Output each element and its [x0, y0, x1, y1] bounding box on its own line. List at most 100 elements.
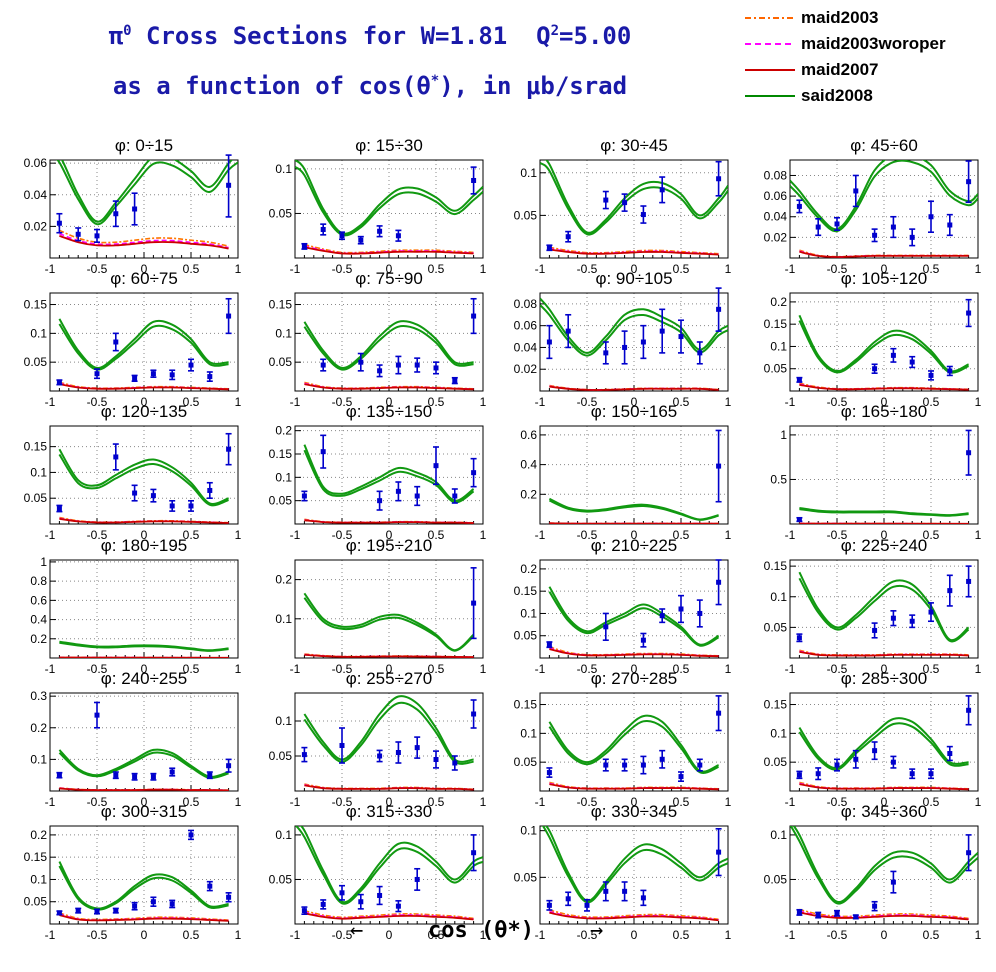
x-tick-label: 0 — [386, 262, 393, 276]
data-point — [395, 362, 401, 368]
panel-plot: -1 -0.5 0 0.5 1 0.05 0.1 0.15 0.2 — [269, 424, 487, 542]
x-tick-label: -0.5 — [87, 528, 108, 542]
y-tick-label: 0.1 — [275, 714, 292, 728]
y-tick-label: 0.15 — [24, 850, 48, 864]
series-group — [548, 714, 719, 791]
said2008-curve — [300, 826, 483, 904]
y-tick-label: 0.06 — [24, 156, 48, 170]
x-tick-label: -1 — [785, 928, 796, 942]
y-tick-label: 0.02 — [24, 219, 48, 233]
data-point — [947, 368, 953, 374]
x-tick-label: -0.5 — [332, 662, 353, 676]
data-point — [928, 771, 934, 777]
x-tick-label: 1 — [975, 928, 982, 942]
data-point — [301, 908, 307, 914]
maid2007-curve — [549, 911, 719, 922]
data-point — [226, 763, 232, 769]
x-tick-label: -0.5 — [332, 395, 353, 409]
data-point — [716, 579, 722, 585]
data-point — [414, 745, 420, 751]
x-tick-label: 1 — [725, 662, 732, 676]
data-point — [377, 498, 383, 504]
data-point — [207, 883, 213, 889]
data-point — [226, 446, 232, 452]
said2008-curve — [548, 497, 719, 521]
x-tick-label: 0 — [386, 795, 393, 809]
x-tick-label: -1 — [785, 662, 796, 676]
y-tick-label: 0.2 — [30, 828, 47, 842]
data-point — [395, 903, 401, 909]
panel-plot: -1 -0.5 0 0.5 1 0.05 0.1 — [764, 825, 982, 942]
series-group — [798, 717, 969, 791]
x-tick-label: 1 — [480, 528, 487, 542]
data-point — [716, 710, 722, 716]
panel-title: φ: 255÷270 — [345, 669, 433, 688]
series-group — [303, 444, 475, 524]
x-tick-label: 0 — [881, 528, 888, 542]
data-point — [853, 188, 859, 194]
data-point — [853, 914, 859, 920]
data-point — [377, 368, 383, 374]
y-tick-label: 0.05 — [764, 755, 788, 769]
panel-plot: -1 -0.5 0 0.5 1 0.1 0.2 — [275, 559, 487, 676]
maid2007-curve — [549, 783, 719, 791]
data-point — [603, 197, 609, 203]
grid — [790, 160, 978, 258]
said2008-curve-2 — [295, 166, 483, 237]
x-tick-label: 0.5 — [673, 395, 690, 409]
said2008-curve-2 — [540, 162, 728, 236]
y-tick-label: 0.05 — [269, 206, 293, 220]
maid2003-curve — [59, 229, 229, 247]
y-tick-label: 0.2 — [275, 424, 292, 438]
data-point — [603, 762, 609, 768]
legend-label-maid2007: maid2007 — [801, 60, 879, 79]
panel-plot: -1 -0.5 0 0.5 1 0.05 0.1 0.15 0.2 — [24, 825, 242, 942]
x-tick-label: -1 — [535, 395, 546, 409]
panel-title: φ: 135÷150 — [345, 402, 433, 421]
x-tick-label: -1 — [290, 528, 301, 542]
panel-8: φ: 120÷135 -1 -0.5 0 0.5 1 0.05 0.1 0.15 — [2, 402, 248, 544]
maid2007-curve — [799, 383, 969, 391]
grid — [50, 826, 238, 924]
x-tick-label: 0.5 — [673, 928, 690, 942]
data-point — [113, 772, 119, 778]
legend-item-maid2003woroper: maid2003woroper — [745, 32, 995, 58]
maid2003-curve — [799, 908, 969, 920]
y-tick-label: 0.05 — [269, 355, 293, 369]
y-tick-label: 0.15 — [514, 698, 538, 712]
data-point — [947, 222, 953, 228]
panel-2: φ: 30÷45 -1 -0.5 0 0.5 1 0.05 0.1 — [492, 136, 738, 278]
x-tick-label: 0.5 — [183, 662, 200, 676]
panel-title: φ: 120÷135 — [100, 402, 188, 421]
data-point — [815, 912, 821, 918]
data-point — [872, 232, 878, 238]
panel-5: φ: 75÷90 -1 -0.5 0 0.5 1 0.05 0.1 0.15 — [247, 269, 493, 411]
x-tick-label: 1 — [975, 395, 982, 409]
data-point — [697, 610, 703, 616]
y-tick-label: 0.06 — [764, 189, 788, 203]
grid — [295, 293, 483, 391]
series-group — [295, 826, 483, 921]
panel-title: φ: 75÷90 — [355, 269, 423, 288]
x-tick-label: -1 — [290, 262, 301, 276]
x-tick-label: 0.5 — [428, 395, 445, 409]
y-tick-label: 0.06 — [514, 319, 538, 333]
data-point — [452, 760, 458, 766]
data-point — [815, 224, 821, 230]
x-tick-label: 0.5 — [183, 395, 200, 409]
y-tick-label: 0.15 — [764, 698, 788, 712]
data-point — [56, 772, 62, 778]
data-point — [872, 627, 878, 633]
x-tick-label: -0.5 — [87, 795, 108, 809]
x-tick-label: 0.5 — [923, 395, 940, 409]
data-point — [603, 350, 609, 356]
data-point — [358, 899, 364, 905]
panel-plot: -1 -0.5 0 0.5 1 0.05 0.1 0.15 0.2 — [764, 292, 982, 409]
panel-plot: -1 -0.5 0 0.5 1 0.1 0.2 0.3 — [30, 689, 241, 809]
data-point — [966, 179, 972, 185]
x-tick-label: -0.5 — [332, 928, 353, 942]
data-point — [471, 470, 477, 476]
grid — [790, 293, 978, 391]
x-tick-label: -1 — [290, 795, 301, 809]
grid — [540, 160, 728, 258]
